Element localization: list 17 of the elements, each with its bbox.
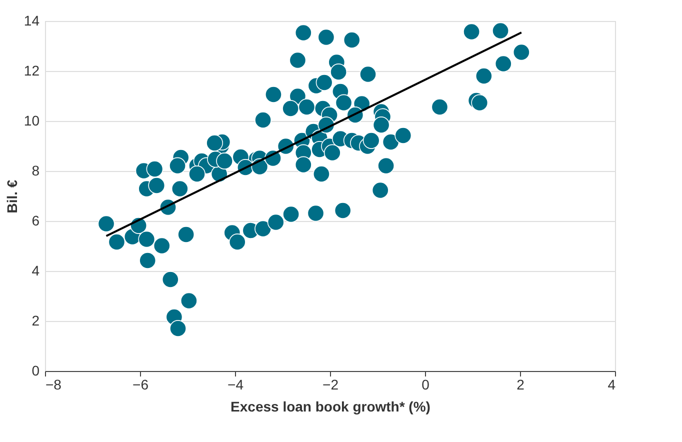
- x-tick-label: −6: [132, 376, 149, 392]
- y-axis-title: Bil. €: [4, 180, 20, 214]
- y-tick-label: 12: [24, 62, 40, 78]
- y-tick-label: 4: [32, 262, 40, 278]
- y-tick-label: 10: [24, 112, 40, 128]
- x-tick-label: 2: [516, 376, 525, 392]
- x-tick-label: −2: [322, 376, 339, 392]
- x-axis-title: Excess loan book growth* (%): [230, 398, 430, 414]
- y-tick-label: 2: [32, 312, 40, 328]
- x-tick-label: 4: [608, 376, 616, 392]
- y-tick-label: 0: [32, 362, 40, 378]
- x-tick-label: −4: [228, 376, 244, 392]
- y-tick-label: 14: [24, 12, 40, 28]
- x-tick-label: −8: [46, 376, 62, 392]
- y-tick-label: 6: [32, 212, 40, 228]
- y-tick-label: 8: [32, 162, 40, 178]
- x-tick-label: 0: [422, 376, 430, 392]
